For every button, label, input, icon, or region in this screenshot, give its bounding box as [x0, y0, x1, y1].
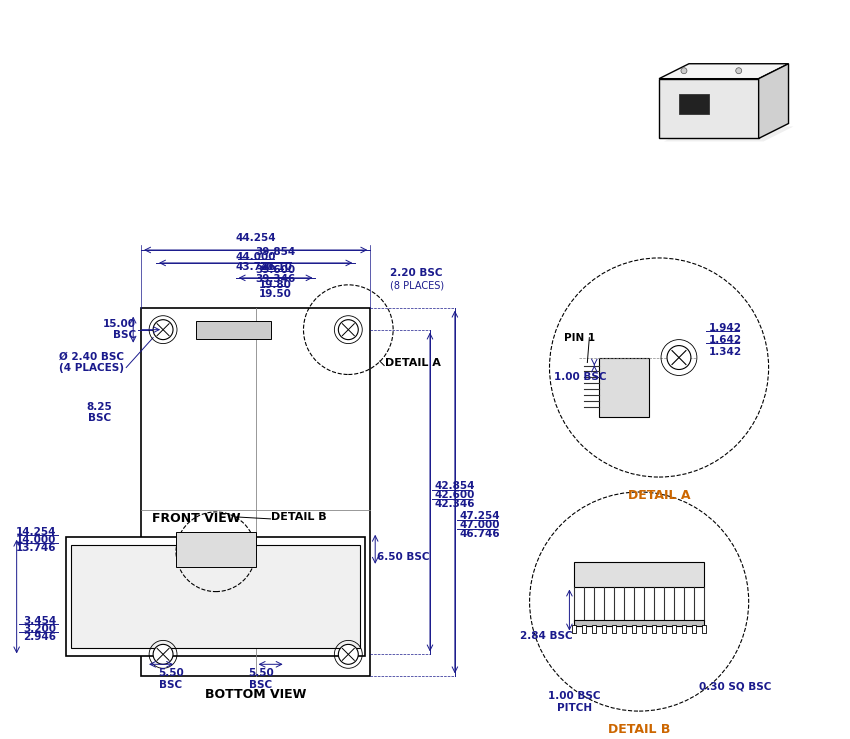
Text: 14.000: 14.000	[16, 535, 56, 545]
Polygon shape	[659, 78, 759, 138]
Text: DETAIL A: DETAIL A	[628, 489, 690, 502]
Text: 13.746: 13.746	[16, 542, 56, 553]
Text: 5.50
BSC: 5.50 BSC	[158, 668, 184, 690]
Text: 1.342: 1.342	[709, 347, 742, 357]
Text: 44.000: 44.000	[235, 252, 276, 262]
Text: 39.346: 39.346	[256, 274, 296, 284]
Text: 1.00 BSC
PITCH: 1.00 BSC PITCH	[548, 691, 601, 713]
Bar	[692, 625, 696, 633]
Text: 0.30 SQ BSC: 0.30 SQ BSC	[699, 681, 771, 691]
Circle shape	[681, 68, 687, 74]
Text: 44.254: 44.254	[235, 233, 276, 243]
Bar	[652, 625, 656, 633]
Text: FRONT VIEW: FRONT VIEW	[151, 512, 241, 525]
Bar	[682, 625, 686, 633]
Bar	[582, 625, 586, 633]
Bar	[66, 537, 366, 656]
Text: 42.346: 42.346	[435, 499, 475, 509]
Circle shape	[736, 68, 742, 74]
Text: 39.600: 39.600	[256, 265, 296, 275]
Circle shape	[530, 492, 749, 711]
Text: 47.254: 47.254	[460, 511, 501, 521]
Text: 42.600: 42.600	[435, 490, 475, 500]
Circle shape	[338, 644, 358, 664]
Text: BOTTOM VIEW: BOTTOM VIEW	[205, 688, 306, 701]
Circle shape	[153, 644, 173, 664]
Text: DETAIL B: DETAIL B	[270, 512, 326, 522]
Text: 1.942: 1.942	[709, 323, 742, 333]
Text: 14.254: 14.254	[16, 527, 56, 537]
Bar	[572, 625, 576, 633]
Text: 39.854: 39.854	[256, 247, 296, 257]
Text: 20.10: 20.10	[259, 262, 292, 272]
Text: 1.00 BSC: 1.00 BSC	[554, 372, 607, 383]
Bar	[679, 94, 709, 114]
Polygon shape	[664, 126, 794, 141]
Circle shape	[153, 320, 173, 340]
Bar	[575, 562, 704, 587]
Text: DETAIL A: DETAIL A	[385, 358, 441, 367]
Text: Ø 2.40 BSC
(4 PLACES): Ø 2.40 BSC (4 PLACES)	[59, 352, 124, 373]
Bar	[599, 358, 649, 418]
Text: 19.50: 19.50	[259, 289, 292, 299]
Text: (8 PLACES): (8 PLACES)	[390, 281, 445, 291]
Bar	[612, 625, 616, 633]
Text: 2.20 BSC: 2.20 BSC	[390, 268, 443, 278]
Circle shape	[549, 258, 768, 477]
Circle shape	[338, 320, 358, 340]
Polygon shape	[659, 64, 789, 78]
Bar	[176, 532, 256, 567]
Bar	[71, 545, 360, 648]
Bar	[632, 625, 636, 633]
Text: 2.946: 2.946	[24, 633, 56, 642]
Bar	[702, 625, 705, 633]
Polygon shape	[759, 64, 789, 138]
Circle shape	[667, 346, 691, 370]
Text: 42.854: 42.854	[435, 481, 475, 491]
Bar	[603, 625, 606, 633]
Bar	[592, 625, 597, 633]
Text: 43.746: 43.746	[235, 262, 276, 272]
Text: 15.00
BSC: 15.00 BSC	[103, 319, 136, 341]
Bar	[622, 625, 626, 633]
Bar	[642, 625, 646, 633]
Text: PIN 1: PIN 1	[564, 333, 596, 343]
Text: 6.50 BSC: 6.50 BSC	[377, 552, 430, 562]
Text: 5.50
BSC: 5.50 BSC	[248, 668, 274, 690]
Bar	[196, 321, 270, 338]
Text: 2.84 BSC: 2.84 BSC	[519, 631, 572, 641]
Bar	[575, 621, 704, 627]
Text: 19.80: 19.80	[259, 280, 292, 290]
Text: 1.642: 1.642	[709, 335, 742, 344]
Text: 3.200: 3.200	[24, 624, 56, 635]
Text: 47.000: 47.000	[460, 520, 501, 530]
Bar	[662, 625, 666, 633]
Text: 8.25
BSC: 8.25 BSC	[87, 401, 112, 423]
Bar	[672, 625, 676, 633]
Text: 3.454: 3.454	[23, 616, 56, 627]
Text: DETAIL B: DETAIL B	[608, 723, 671, 736]
Text: 46.746: 46.746	[460, 529, 501, 539]
Bar	[141, 307, 371, 676]
